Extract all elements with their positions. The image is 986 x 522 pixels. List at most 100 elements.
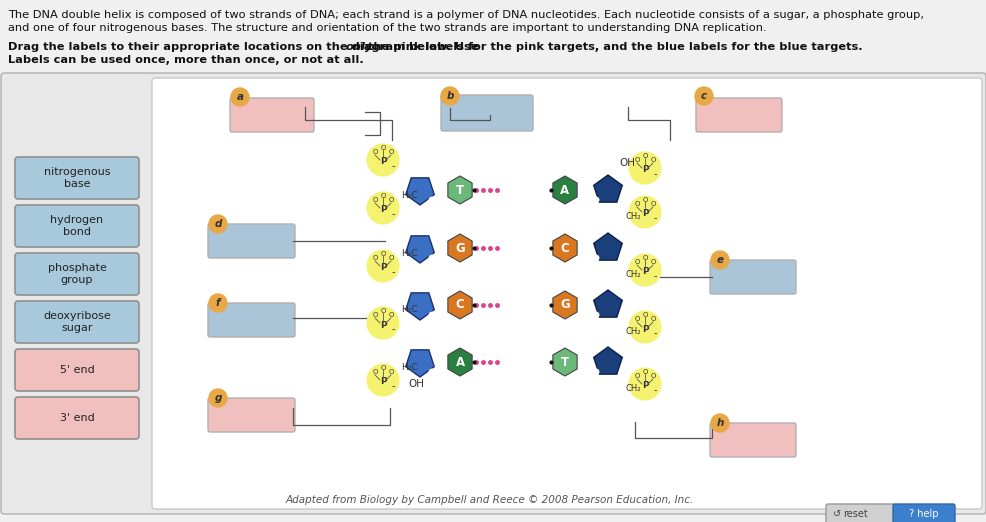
Text: O: O: [650, 157, 655, 163]
Text: -: -: [653, 385, 656, 395]
Polygon shape: [552, 291, 577, 319]
Polygon shape: [552, 176, 577, 204]
Text: A: A: [455, 355, 464, 369]
Text: ↺: ↺: [832, 509, 840, 519]
Text: only: only: [345, 42, 372, 52]
FancyBboxPatch shape: [15, 301, 139, 343]
Text: O: O: [387, 255, 393, 261]
Text: O: O: [387, 149, 393, 155]
Polygon shape: [405, 236, 434, 263]
Text: P: P: [380, 264, 386, 272]
Text: g: g: [214, 393, 222, 403]
Text: d: d: [214, 219, 222, 229]
Text: 5' end: 5' end: [59, 365, 95, 375]
Text: Adapted from Biology by Campbell and Reece © 2008 Pearson Education, Inc.: Adapted from Biology by Campbell and Ree…: [286, 495, 693, 505]
Text: -: -: [390, 324, 394, 334]
Text: Labels can be used once, more than once, or not at all.: Labels can be used once, more than once,…: [8, 55, 364, 65]
Text: Drag the labels to their appropriate locations on the diagram below. Use: Drag the labels to their appropriate loc…: [8, 42, 482, 52]
Text: deoxyribose
sugar: deoxyribose sugar: [43, 311, 110, 333]
FancyBboxPatch shape: [892, 504, 954, 522]
Text: O: O: [372, 197, 378, 203]
Text: G: G: [455, 242, 464, 255]
Text: The DNA double helix is composed of two strands of DNA; each strand is a polymer: The DNA double helix is composed of two …: [8, 10, 923, 20]
Text: O: O: [380, 251, 386, 257]
Text: h: h: [716, 418, 723, 428]
Polygon shape: [448, 176, 471, 204]
Text: O: O: [642, 197, 647, 203]
Text: C: C: [456, 299, 463, 312]
FancyBboxPatch shape: [15, 205, 139, 247]
FancyBboxPatch shape: [208, 224, 295, 258]
Polygon shape: [594, 347, 621, 374]
Circle shape: [593, 312, 599, 318]
Text: O: O: [380, 193, 386, 199]
Circle shape: [628, 152, 661, 184]
Polygon shape: [594, 290, 621, 317]
FancyBboxPatch shape: [15, 397, 139, 439]
Text: OH: OH: [407, 379, 424, 389]
Text: H₂C: H₂C: [400, 248, 417, 257]
FancyBboxPatch shape: [441, 95, 532, 131]
Text: c: c: [700, 91, 706, 101]
Text: nitrogenous
base: nitrogenous base: [43, 167, 110, 189]
Text: P: P: [641, 325, 648, 334]
Polygon shape: [405, 350, 434, 377]
Text: b: b: [446, 91, 454, 101]
Text: -: -: [390, 161, 394, 171]
FancyBboxPatch shape: [695, 98, 781, 132]
Text: O: O: [634, 201, 639, 207]
Text: P: P: [641, 209, 648, 219]
Text: O: O: [650, 259, 655, 265]
Text: O: O: [380, 365, 386, 371]
Text: O: O: [642, 255, 647, 261]
Text: CH₂: CH₂: [625, 384, 641, 393]
Text: f: f: [216, 298, 220, 308]
Text: P: P: [641, 382, 648, 390]
Text: O: O: [387, 197, 393, 203]
Text: O: O: [634, 259, 639, 265]
Text: 3' end: 3' end: [59, 413, 95, 423]
Polygon shape: [448, 291, 471, 319]
Circle shape: [209, 389, 227, 407]
Text: ? help: ? help: [908, 509, 938, 519]
Text: H₂C: H₂C: [400, 362, 417, 372]
Text: O: O: [634, 373, 639, 379]
Circle shape: [367, 192, 398, 224]
Circle shape: [429, 369, 435, 375]
Text: -: -: [390, 209, 394, 219]
Circle shape: [367, 307, 398, 339]
Text: P: P: [641, 267, 648, 277]
FancyBboxPatch shape: [825, 504, 894, 522]
Text: P: P: [380, 321, 386, 329]
Text: G: G: [560, 299, 569, 312]
FancyBboxPatch shape: [1, 73, 985, 514]
Text: O: O: [642, 369, 647, 375]
Circle shape: [429, 255, 435, 261]
Text: -: -: [390, 381, 394, 391]
Text: -: -: [653, 271, 656, 281]
Circle shape: [628, 368, 661, 400]
Polygon shape: [405, 293, 434, 320]
Circle shape: [628, 196, 661, 228]
Circle shape: [710, 251, 729, 269]
Text: the pink labels for the pink targets, and the blue labels for the blue targets.: the pink labels for the pink targets, an…: [364, 42, 862, 52]
Text: -: -: [653, 169, 656, 179]
Text: -: -: [653, 213, 656, 223]
Text: H₂C: H₂C: [400, 305, 417, 314]
Text: P: P: [641, 165, 648, 174]
Circle shape: [209, 215, 227, 233]
Text: A: A: [560, 184, 569, 196]
Circle shape: [429, 197, 435, 203]
FancyBboxPatch shape: [208, 303, 295, 337]
Text: O: O: [372, 149, 378, 155]
Text: OH: OH: [618, 158, 634, 168]
Text: CH₂: CH₂: [625, 270, 641, 279]
Text: O: O: [642, 312, 647, 318]
Text: O: O: [642, 153, 647, 159]
Text: T: T: [560, 355, 569, 369]
Text: P: P: [380, 377, 386, 386]
FancyBboxPatch shape: [152, 78, 981, 509]
Circle shape: [367, 250, 398, 282]
FancyBboxPatch shape: [709, 260, 795, 294]
Text: O: O: [380, 145, 386, 151]
